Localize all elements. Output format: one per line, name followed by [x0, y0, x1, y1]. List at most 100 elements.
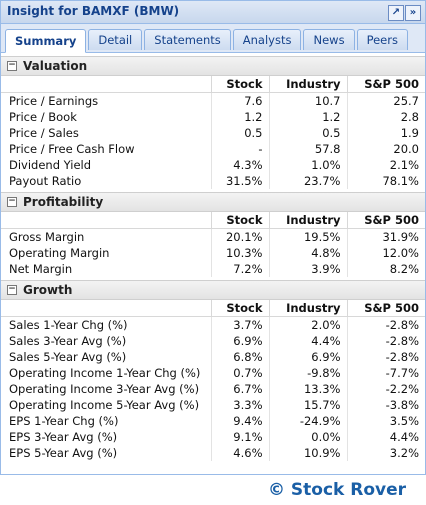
column-header: Industry — [268, 76, 347, 93]
collapse-icon[interactable]: − — [7, 196, 17, 207]
metric-label: Operating Income 1-Year Chg (%) — [9, 366, 201, 380]
metric-label: Price / Free Cash Flow — [9, 142, 135, 156]
metric-value: - — [210, 141, 269, 157]
metric-value: 10.3% — [210, 245, 269, 261]
collapse-icon[interactable]: − — [7, 60, 17, 71]
metric-value: 31.5% — [210, 173, 269, 189]
metric-label: Dividend Yield — [9, 158, 92, 172]
metric-value: -2.2% — [346, 381, 425, 397]
table-row: Gross Margin 20.1% 19.5% 31.9% — [1, 228, 425, 245]
column-header: S&P 500 — [346, 76, 425, 93]
metric-value: 2.8 — [346, 109, 425, 125]
metric-label: Operating Income 5-Year Avg (%) — [9, 398, 200, 412]
column-header: Industry — [268, 300, 347, 317]
metric-value: 2.0% — [268, 316, 347, 333]
metric-value: -2.8% — [346, 316, 425, 333]
metric-value: 1.9 — [346, 125, 425, 141]
tab-detail[interactable]: Detail — [88, 29, 143, 50]
double-chevron-right-icon[interactable]: » — [405, 5, 421, 21]
metric-value: 78.1% — [346, 173, 425, 189]
metric-value: 20.0 — [346, 141, 425, 157]
metric-value: 6.9% — [268, 349, 347, 365]
metric-value: 25.7 — [346, 92, 425, 109]
collapse-icon[interactable]: − — [7, 284, 17, 295]
metric-value: 4.4% — [268, 333, 347, 349]
metric-value: 1.2 — [268, 109, 347, 125]
metric-value: 0.5 — [268, 125, 347, 141]
metric-value: 6.7% — [210, 381, 269, 397]
metric-value: 31.9% — [346, 228, 425, 245]
table-row: EPS 5-Year Avg (%) 4.6% 10.9% 3.2% — [1, 445, 425, 461]
section-header-growth[interactable]: − Growth — [1, 280, 425, 300]
metric-value: 6.9% — [210, 333, 269, 349]
metric-label: Operating Margin — [9, 246, 110, 260]
metric-label: Sales 3-Year Avg (%) — [9, 334, 127, 348]
table-row: Operating Income 1-Year Chg (%) 0.7% -9.8%… — [1, 365, 425, 381]
column-header: Stock — [210, 76, 269, 93]
metric-label: Net Margin — [9, 262, 73, 276]
metric-value: 4.8% — [268, 245, 347, 261]
section-header-profitability[interactable]: − Profitability — [1, 192, 425, 212]
metric-value: -9.8% — [268, 365, 347, 381]
column-header-metric — [1, 76, 211, 93]
tab-summary[interactable]: Summary — [5, 29, 87, 53]
metric-label: EPS 1-Year Chg (%) — [9, 414, 119, 428]
expand-icon[interactable]: ↗ — [388, 5, 404, 21]
table-row: Price / Book 1.2 1.2 2.8 — [1, 109, 425, 125]
metric-value: 4.3% — [210, 157, 269, 173]
metric-value: 3.7% — [210, 316, 269, 333]
column-header: S&P 500 — [346, 212, 425, 229]
column-header-row: Stock Industry S&P 500 — [1, 212, 425, 229]
section-header-valuation[interactable]: − Valuation — [1, 56, 425, 76]
column-header-metric — [1, 300, 211, 317]
metric-value: -2.8% — [346, 333, 425, 349]
metric-label: Operating Income 3-Year Avg (%) — [9, 382, 200, 396]
table-row: Dividend Yield 4.3% 1.0% 2.1% — [1, 157, 425, 173]
column-header-row: Stock Industry S&P 500 — [1, 76, 425, 93]
metrics-table-growth: Stock Industry S&P 500 Sales 1-Year Chg (%)… — [1, 300, 425, 461]
table-row: Price / Sales 0.5 0.5 1.9 — [1, 125, 425, 141]
insight-panel: Insight for BAMXF (BMW) ↗ » Summary Detai… — [0, 0, 426, 475]
metric-value: 8.2% — [346, 261, 425, 277]
metric-label: Price / Earnings — [9, 94, 99, 108]
metric-value: 7.6 — [210, 92, 269, 109]
metrics-table-valuation: Stock Industry S&P 500 Price / Earnings 7.6 1… — [1, 76, 425, 189]
table-row: Operating Income 5-Year Avg (%) 3.3% 15.7%… — [1, 397, 425, 413]
brand-watermark: © Stock Rover — [268, 480, 407, 500]
metric-value: -2.8% — [346, 349, 425, 365]
tab-news[interactable]: News — [303, 29, 355, 50]
section-title: Growth — [23, 283, 73, 297]
table-row: EPS 3-Year Avg (%) 9.1% 0.0% 4.4% — [1, 429, 425, 445]
metric-value: 2.1% — [346, 157, 425, 173]
metric-value: 7.2% — [210, 261, 269, 277]
metric-value: 3.3% — [210, 397, 269, 413]
tab-peers[interactable]: Peers — [356, 29, 408, 50]
metric-value: 0.5 — [210, 125, 269, 141]
metric-value: -24.9% — [268, 413, 347, 429]
metric-value: 4.4% — [346, 429, 425, 445]
table-row: Price / Free Cash Flow -57.8 20.0 — [1, 141, 425, 157]
metric-value: 12.0% — [346, 245, 425, 261]
column-header: Industry — [268, 212, 347, 229]
tab-analysts[interactable]: Analysts — [232, 29, 302, 50]
metric-value: 15.7% — [268, 397, 347, 413]
metric-value: 4.6% — [210, 445, 269, 461]
metric-label: Sales 1-Year Chg (%) — [9, 318, 128, 332]
metric-value: 3.5% — [346, 413, 425, 429]
metric-value: 13.3% — [268, 381, 347, 397]
table-row: Sales 5-Year Avg (%) 6.8% 6.9% -2.8% — [1, 349, 425, 365]
table-row: Sales 1-Year Chg (%) 3.7% 2.0% -2.8% — [1, 316, 425, 333]
metric-label: EPS 5-Year Avg (%) — [9, 446, 118, 460]
tab-statements[interactable]: Statements — [144, 29, 231, 50]
metric-value: 23.7% — [268, 173, 347, 189]
table-row: Price / Earnings 7.6 10.7 25.7 — [1, 92, 425, 109]
metric-label: EPS 3-Year Avg (%) — [9, 430, 118, 444]
metric-value: -3.8% — [346, 397, 425, 413]
section-title: Valuation — [23, 59, 88, 73]
metric-value: 3.9% — [268, 261, 347, 277]
panel-titlebar: Insight for BAMXF (BMW) ↗ » — [1, 1, 425, 24]
table-row: Operating Income 3-Year Avg (%) 6.7% 13.3%… — [1, 381, 425, 397]
metric-label: Gross Margin — [9, 230, 85, 244]
metric-value: 9.1% — [210, 429, 269, 445]
table-row: Net Margin 7.2% 3.9% 8.2% — [1, 261, 425, 277]
